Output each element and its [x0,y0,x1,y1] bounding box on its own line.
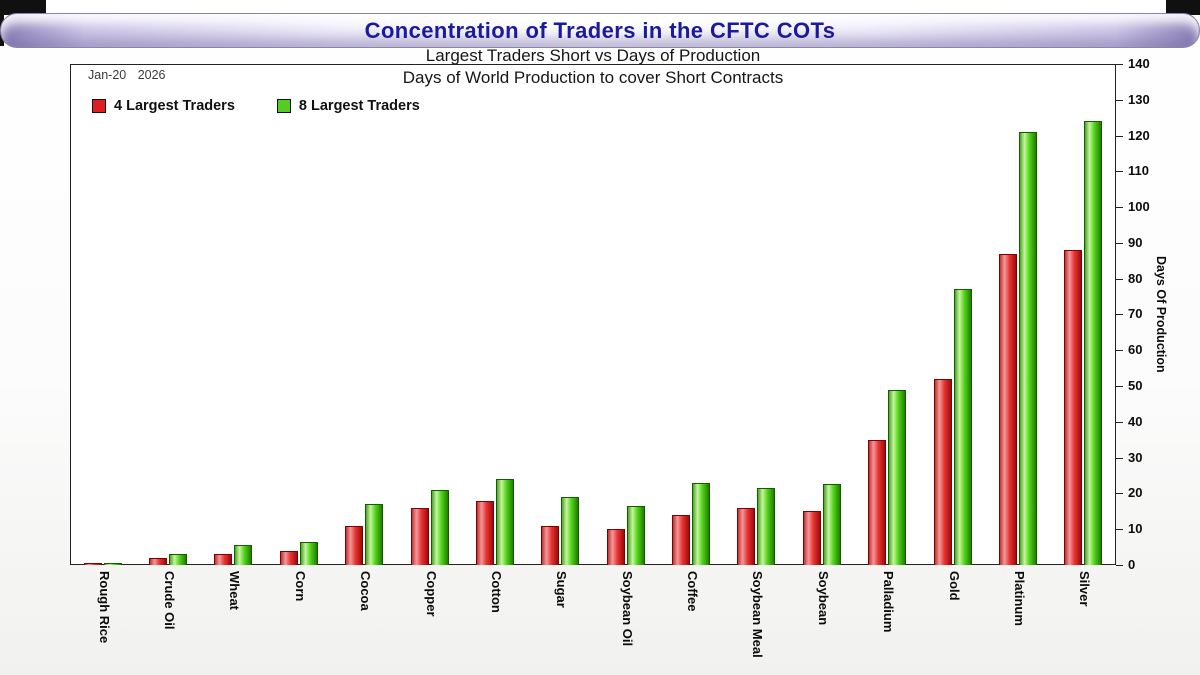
y-tick-label-110: 110 [1128,163,1149,178]
bar-4-largest-coffee [672,515,690,565]
bar-8-largest-wheat [234,545,252,565]
bar-8-largest-sugar [561,497,579,565]
bar-8-largest-crude-oil [169,554,187,565]
y-tick-110 [1116,171,1123,172]
y-tick-100 [1116,207,1123,208]
bar-8-largest-cotton [496,479,514,565]
bar-8-largest-soybean-oil [627,506,645,565]
x-axis-label-crude-oil: Crude Oil [162,571,177,630]
bar-4-largest-silver [1064,250,1082,565]
bar-4-largest-palladium [868,440,886,565]
y-tick-label-50: 50 [1128,378,1143,393]
bar-4-largest-crude-oil [149,558,167,565]
bar-8-largest-platinum [1019,132,1037,565]
x-axis-label-gold: Gold [947,571,962,601]
y-tick-40 [1116,422,1123,423]
chart-header: Concentration of Traders in the CFTC COT… [0,13,1200,48]
x-axis-label-wheat: Wheat [227,571,242,610]
y-tick-10 [1116,529,1123,530]
x-axis-label-soybean-meal: Soybean Meal [750,571,765,658]
y-tick-label-90: 90 [1128,235,1143,250]
bar-4-largest-soybean-oil [607,529,625,565]
bar-4-largest-soybean-meal [737,508,755,565]
y-tick-120 [1116,136,1123,137]
legend-label-8-largest-traders: 8 Largest Traders [298,98,420,114]
y-tick-label-140: 140 [1128,56,1150,71]
x-axis-label-palladium: Palladium [881,571,896,633]
chart-subtitle-main: Largest Traders Short vs Days of Product… [425,46,761,65]
bar-8-largest-coffee [692,483,710,565]
bar-8-largest-rough-rice [104,563,122,565]
page-title: Concentration of Traders in the CFTC COT… [364,17,836,43]
y-tick-label-130: 130 [1128,92,1150,107]
bar-8-largest-cocoa [365,504,383,565]
x-axis-label-coffee: Coffee [685,571,700,612]
bar-8-largest-soybean [823,484,841,565]
x-axis-label-copper: Copper [424,571,439,617]
y-tick-70 [1116,314,1123,315]
bar-8-largest-palladium [888,390,906,565]
bar-4-largest-rough-rice [84,563,102,565]
x-axis-label-platinum: Platinum [1012,571,1027,626]
top-right-black-corner [1166,0,1200,15]
y-tick-label-70: 70 [1128,306,1143,321]
bar-4-largest-sugar [541,526,559,565]
y-tick-140 [1116,64,1123,65]
y-axis-title: Days Of Production [1154,256,1168,373]
date-label: Jan-20 2026 [88,68,166,82]
bar-4-largest-cotton [476,501,494,565]
bar-8-largest-soybean-meal [757,488,775,565]
x-axis-label-rough-rice: Rough Rice [97,571,112,644]
bar-4-largest-copper [411,508,429,565]
bar-4-largest-corn [280,551,298,565]
chart-subtitle-secondary: Days of World Production to cover Short … [402,68,784,87]
y-tick-60 [1116,350,1123,351]
x-axis-label-silver: Silver [1077,571,1092,607]
bar-4-largest-cocoa [345,526,363,565]
top-left-black-corner [0,0,46,15]
legend-label-4-largest-traders: 4 Largest Traders [114,98,235,114]
y-tick-90 [1116,243,1123,244]
x-axis-label-soybean-oil: Soybean Oil [620,571,635,647]
bar-4-largest-platinum [999,254,1017,565]
y-tick-label-10: 10 [1128,521,1143,536]
x-axis-label-soybean: Soybean [816,571,831,626]
y-tick-30 [1116,458,1123,459]
y-tick-130 [1116,100,1123,101]
bar-8-largest-silver [1084,121,1102,565]
y-tick-50 [1116,386,1123,387]
x-axis-label-cotton: Cotton [489,571,504,613]
y-tick-label-40: 40 [1128,414,1143,429]
y-tick-0 [1116,565,1123,566]
y-tick-20 [1116,493,1123,494]
bar-8-largest-gold [954,289,972,565]
x-axis-label-cocoa: Cocoa [358,571,373,611]
y-tick-label-100: 100 [1128,199,1150,214]
legend-swatch-green-icon [276,99,291,113]
bar-8-largest-corn [300,542,318,565]
legend-item-8-largest-traders: 8 Largest Traders [276,98,420,114]
x-axis-label-corn: Corn [293,571,308,602]
y-tick-label-60: 60 [1128,342,1143,357]
bar-8-largest-copper [431,490,449,565]
bar-4-largest-wheat [214,554,232,565]
y-tick-label-20: 20 [1128,485,1143,500]
y-tick-label-30: 30 [1128,450,1143,465]
legend: 4 Largest Traders 8 Largest Traders [92,98,420,114]
x-axis-label-sugar: Sugar [554,571,569,608]
legend-swatch-red-icon [92,99,106,113]
y-tick-label-0: 0 [1128,557,1136,572]
legend-item-4-largest-traders: 4 Largest Traders [92,98,235,114]
y-tick-80 [1116,279,1123,280]
bar-4-largest-soybean [803,511,821,565]
y-tick-label-80: 80 [1128,271,1143,286]
y-tick-label-120: 120 [1128,128,1150,143]
bar-4-largest-gold [934,379,952,565]
